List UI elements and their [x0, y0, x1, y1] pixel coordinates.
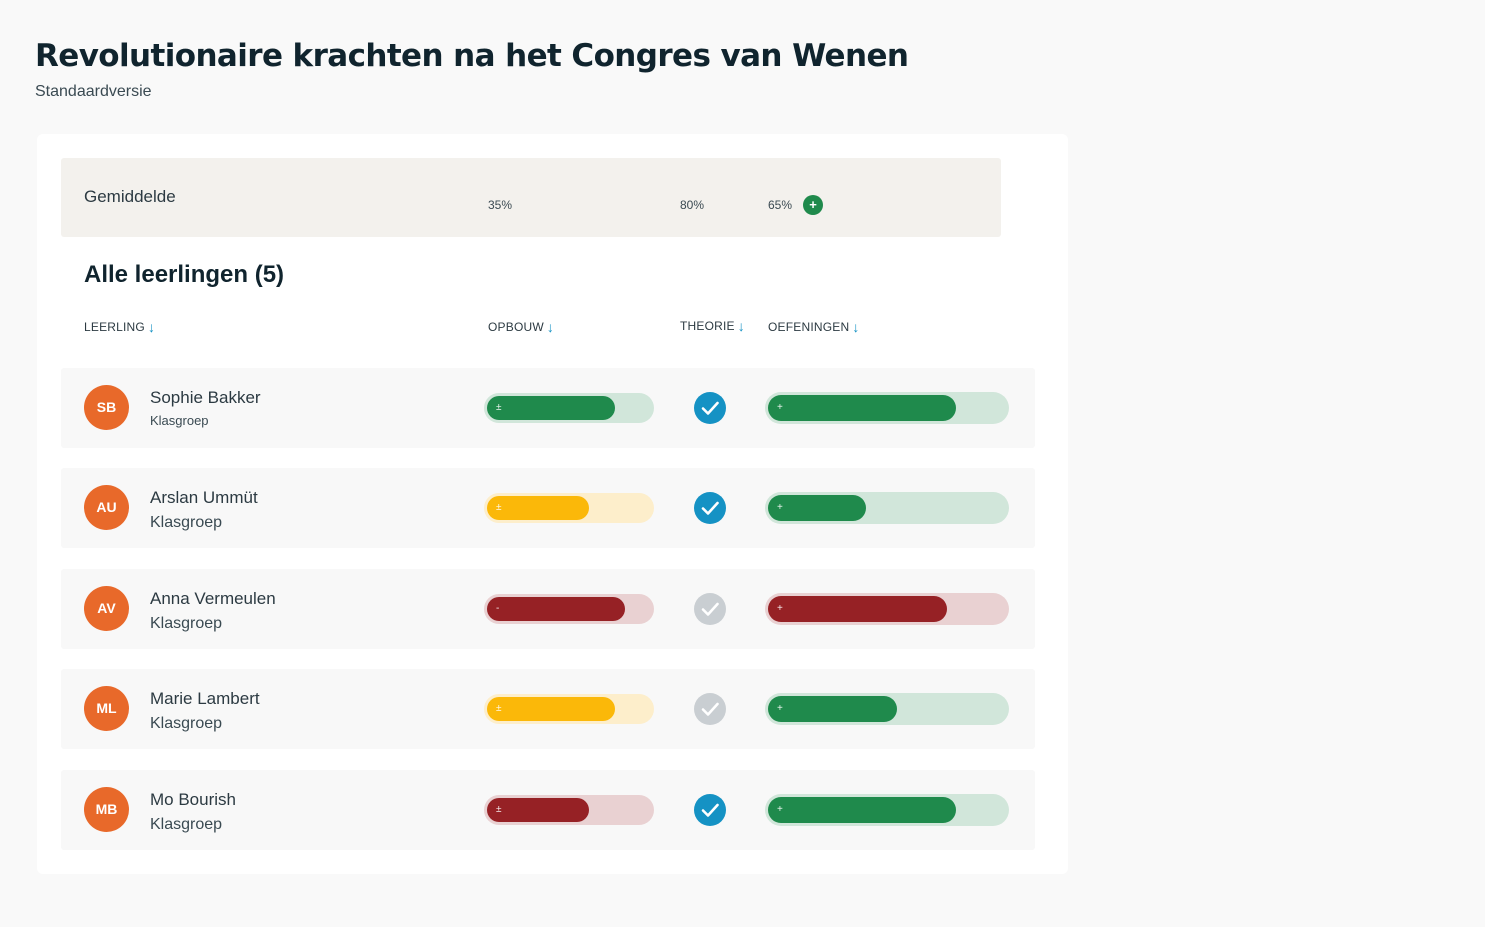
student-group: Klasgroep: [150, 514, 223, 531]
student-name[interactable]: Mo Bourish: [150, 790, 236, 809]
page-subtitle: Standaardversie: [35, 83, 152, 100]
opbouw-progress-bar: ±: [484, 393, 654, 423]
opbouw-progress-bar: ±: [484, 795, 654, 825]
oefeningen-progress-bar: +: [765, 593, 1009, 625]
column-header-theorie[interactable]: THEORIE ↓: [680, 319, 745, 333]
opbouw-progress-fill: -: [487, 597, 625, 621]
oefeningen-progress-bar: +: [765, 794, 1009, 826]
arrow-down-icon: ↓: [546, 319, 555, 335]
student-row[interactable]: MB Mo Bourish Klasgroep ± +: [61, 770, 1035, 850]
opbouw-progress-bar: ±: [484, 493, 654, 523]
student-name[interactable]: Arslan Ummüt: [150, 488, 258, 507]
student-row[interactable]: AV Anna Vermeulen Klasgroep - +: [61, 569, 1035, 649]
student-group: Klasgroep: [150, 715, 223, 732]
student-row[interactable]: SB Sophie Bakker Klasgroep ± +: [61, 368, 1035, 448]
oefeningen-progress-bar: +: [765, 392, 1009, 424]
column-label: LEERLING: [84, 320, 145, 334]
column-label: OPBOUW: [488, 320, 544, 334]
column-header-opbouw[interactable]: OPBOUW ↓: [488, 320, 554, 334]
opbouw-progress-fill: ±: [487, 697, 615, 721]
oefeningen-progress-fill: +: [768, 495, 866, 521]
student-group: Klasgroep: [150, 615, 223, 632]
student-name[interactable]: Sophie Bakker: [150, 388, 261, 407]
avatar: ML: [84, 686, 129, 731]
average-oefeningen: 65%: [768, 198, 793, 212]
oefeningen-progress-bar: +: [765, 492, 1009, 524]
opbouw-progress-bar: -: [484, 594, 654, 624]
oefeningen-progress-fill: +: [768, 696, 897, 722]
results-card: Gemiddelde 35% 80% 65% + Alle leerlingen…: [37, 134, 1068, 874]
check-icon: [694, 794, 726, 826]
check-icon: [694, 492, 726, 524]
column-header-leerling[interactable]: LEERLING ↓: [84, 320, 155, 334]
page-title: Revolutionaire krachten na het Congres v…: [35, 38, 909, 74]
average-opbouw: 35%: [488, 198, 513, 212]
average-summary: Gemiddelde 35% 80% 65% +: [61, 158, 1001, 237]
avatar: AU: [84, 485, 129, 530]
opbouw-progress-fill: ±: [487, 798, 589, 822]
average-label: Gemiddelde: [84, 187, 176, 206]
student-group: Klasgroep: [150, 816, 223, 833]
avatar: MB: [84, 787, 129, 832]
student-row[interactable]: AU Arslan Ummüt Klasgroep ± +: [61, 468, 1035, 548]
plus-icon[interactable]: +: [803, 195, 823, 215]
student-name[interactable]: Marie Lambert: [150, 689, 260, 708]
check-icon: [694, 693, 726, 725]
oefeningen-progress-fill: +: [768, 395, 956, 421]
student-name[interactable]: Anna Vermeulen: [150, 589, 276, 608]
oefeningen-progress-bar: +: [765, 693, 1009, 725]
check-icon: [694, 392, 726, 424]
avatar: AV: [84, 586, 129, 631]
oefeningen-progress-fill: +: [768, 596, 947, 622]
arrow-down-icon: ↓: [147, 319, 156, 335]
student-group: Klasgroep: [150, 413, 209, 428]
column-label: THEORIE: [680, 319, 735, 333]
arrow-down-icon: ↓: [852, 319, 860, 335]
check-icon: [694, 593, 726, 625]
section-title: Alle leerlingen (5): [84, 261, 285, 288]
opbouw-progress-fill: ±: [487, 496, 589, 520]
opbouw-progress-fill: ±: [487, 396, 615, 420]
student-row[interactable]: ML Marie Lambert Klasgroep ± +: [61, 669, 1035, 749]
opbouw-progress-bar: ±: [484, 694, 654, 724]
column-header-oefeningen[interactable]: OEFENINGEN ↓: [768, 320, 860, 334]
average-theorie: 80%: [680, 198, 705, 212]
arrow-down-icon: ↓: [737, 318, 745, 334]
avatar: SB: [84, 385, 129, 430]
oefeningen-progress-fill: +: [768, 797, 956, 823]
column-label: OEFENINGEN: [768, 320, 850, 334]
